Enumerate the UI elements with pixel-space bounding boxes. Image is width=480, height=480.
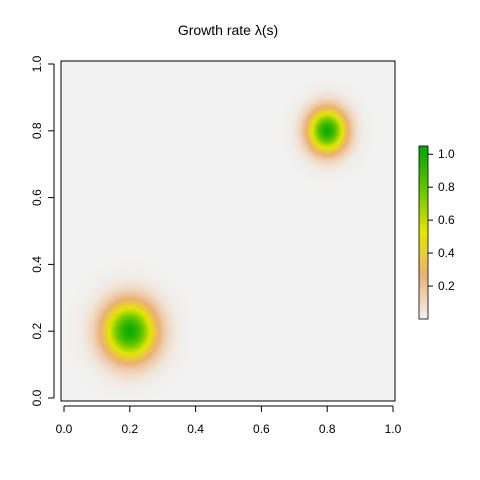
y-axis: 0.0 0.2 0.4 0.6 0.8 1.0 — [30, 55, 55, 406]
x-axis: 0.0 0.2 0.4 0.6 0.8 1.0 — [56, 405, 402, 436]
colorbar-fill — [418, 145, 429, 320]
colorbar-tick-label: 0.4 — [438, 246, 455, 260]
plot-frame — [60, 60, 396, 402]
x-tick-label: 0.2 — [121, 422, 138, 436]
colorbar-tick-label: 0.8 — [438, 180, 455, 194]
x-tick-label: 0.6 — [253, 422, 270, 436]
chart-title: Growth rate λ(s) — [178, 22, 278, 38]
y-tick-label: 0.4 — [30, 256, 44, 273]
colorbar-legend: 0.2 0.4 0.6 0.8 1.0 — [418, 145, 455, 320]
x-tick-label: 0.8 — [319, 422, 336, 436]
colorbar-tick-label: 1.0 — [438, 147, 455, 161]
y-tick-label: 0.6 — [30, 189, 44, 206]
y-tick-label: 1.0 — [30, 55, 44, 72]
heatmap-surface — [61, 61, 395, 401]
y-tick-label: 0.0 — [30, 389, 44, 406]
x-tick-label: 1.0 — [385, 422, 402, 436]
x-tick-label: 0.0 — [56, 422, 73, 436]
colorbar-tick-label: 0.6 — [438, 213, 455, 227]
y-tick-label: 0.8 — [30, 122, 44, 139]
y-tick-label: 0.2 — [30, 323, 44, 340]
x-tick-label: 0.4 — [187, 422, 204, 436]
colorbar-tick-label: 0.2 — [438, 279, 455, 293]
